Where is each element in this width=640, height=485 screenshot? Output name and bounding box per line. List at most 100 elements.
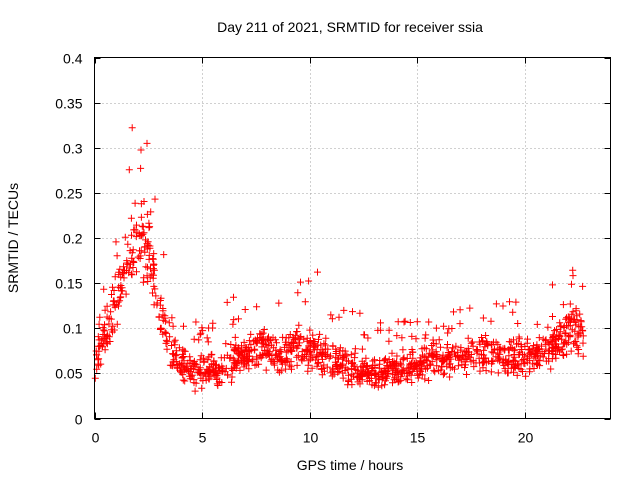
data-point — [253, 303, 261, 311]
data-point — [549, 313, 556, 320]
data-point — [391, 374, 399, 382]
data-point — [243, 344, 251, 352]
data-point — [140, 274, 148, 282]
data-point — [262, 340, 270, 348]
data-point — [428, 342, 436, 349]
data-point — [432, 340, 440, 348]
data-point — [509, 308, 517, 316]
data-point — [437, 366, 445, 374]
data-point — [314, 268, 321, 276]
data-point — [348, 370, 356, 378]
data-point — [179, 363, 187, 371]
data-point — [444, 349, 452, 356]
data-point — [131, 226, 139, 234]
data-point — [510, 368, 517, 376]
data-point — [332, 353, 340, 361]
data-point — [180, 347, 188, 355]
data-point — [358, 345, 366, 353]
data-point — [476, 367, 484, 375]
data-point — [472, 346, 480, 354]
data-point — [190, 365, 198, 373]
data-point — [180, 322, 187, 330]
data-point — [562, 329, 570, 337]
data-point — [275, 299, 283, 307]
data-point — [548, 355, 556, 363]
data-point — [207, 351, 215, 359]
data-point — [499, 302, 507, 310]
data-point — [501, 367, 509, 375]
data-point — [133, 268, 140, 276]
data-point — [495, 354, 503, 362]
data-point — [395, 377, 403, 385]
data-point — [147, 265, 154, 273]
data-point — [139, 223, 147, 231]
data-point — [117, 293, 125, 301]
data-point — [121, 233, 129, 241]
data-point — [126, 247, 134, 255]
data-point — [191, 361, 199, 369]
data-point — [329, 342, 337, 350]
data-point — [312, 356, 320, 364]
data-point — [304, 367, 312, 375]
data-point — [482, 332, 490, 339]
data-point — [399, 356, 407, 364]
data-point — [181, 377, 189, 385]
data-point — [232, 359, 240, 367]
data-point — [461, 364, 469, 371]
data-point — [427, 360, 435, 368]
data-point — [573, 312, 581, 320]
data-point — [482, 367, 490, 375]
data-point — [282, 348, 290, 356]
data-point — [452, 342, 460, 350]
data-point — [129, 246, 137, 254]
data-point — [163, 338, 171, 346]
data-point — [566, 300, 574, 308]
data-point — [556, 319, 564, 327]
data-point — [579, 339, 587, 347]
data-point — [125, 166, 133, 174]
data-point — [500, 361, 508, 369]
data-point — [435, 336, 443, 344]
data-point — [101, 321, 108, 329]
data-point — [519, 356, 527, 363]
data-point — [446, 360, 454, 368]
y-tick-label: 0.1 — [63, 321, 83, 337]
data-point — [306, 326, 314, 334]
data-point — [347, 351, 355, 359]
data-point — [146, 244, 154, 252]
data-point — [210, 367, 218, 375]
data-point — [377, 319, 384, 327]
data-point — [291, 331, 299, 339]
data-point — [464, 334, 472, 342]
data-point — [251, 361, 259, 369]
data-point — [205, 324, 213, 332]
data-point — [332, 360, 340, 368]
data-point — [149, 255, 157, 263]
data-point — [475, 354, 483, 362]
data-point — [336, 351, 344, 359]
data-point — [248, 357, 256, 365]
data-point — [494, 353, 502, 361]
data-point — [569, 266, 577, 274]
data-point — [564, 322, 572, 330]
data-point — [378, 382, 386, 390]
data-point — [314, 360, 322, 368]
data-point — [151, 195, 159, 203]
data-point — [259, 329, 267, 337]
data-point — [294, 352, 302, 360]
data-point — [132, 233, 140, 241]
data-point — [408, 379, 416, 386]
data-point — [262, 350, 270, 357]
data-point — [295, 321, 303, 329]
data-point — [150, 266, 158, 274]
data-point — [136, 247, 143, 255]
data-point — [188, 371, 196, 379]
data-point — [518, 357, 526, 365]
data-point — [564, 338, 572, 346]
data-point — [273, 353, 281, 361]
data-point — [541, 350, 548, 357]
data-point — [490, 338, 497, 346]
data-point — [281, 359, 289, 367]
data-point — [494, 369, 502, 377]
